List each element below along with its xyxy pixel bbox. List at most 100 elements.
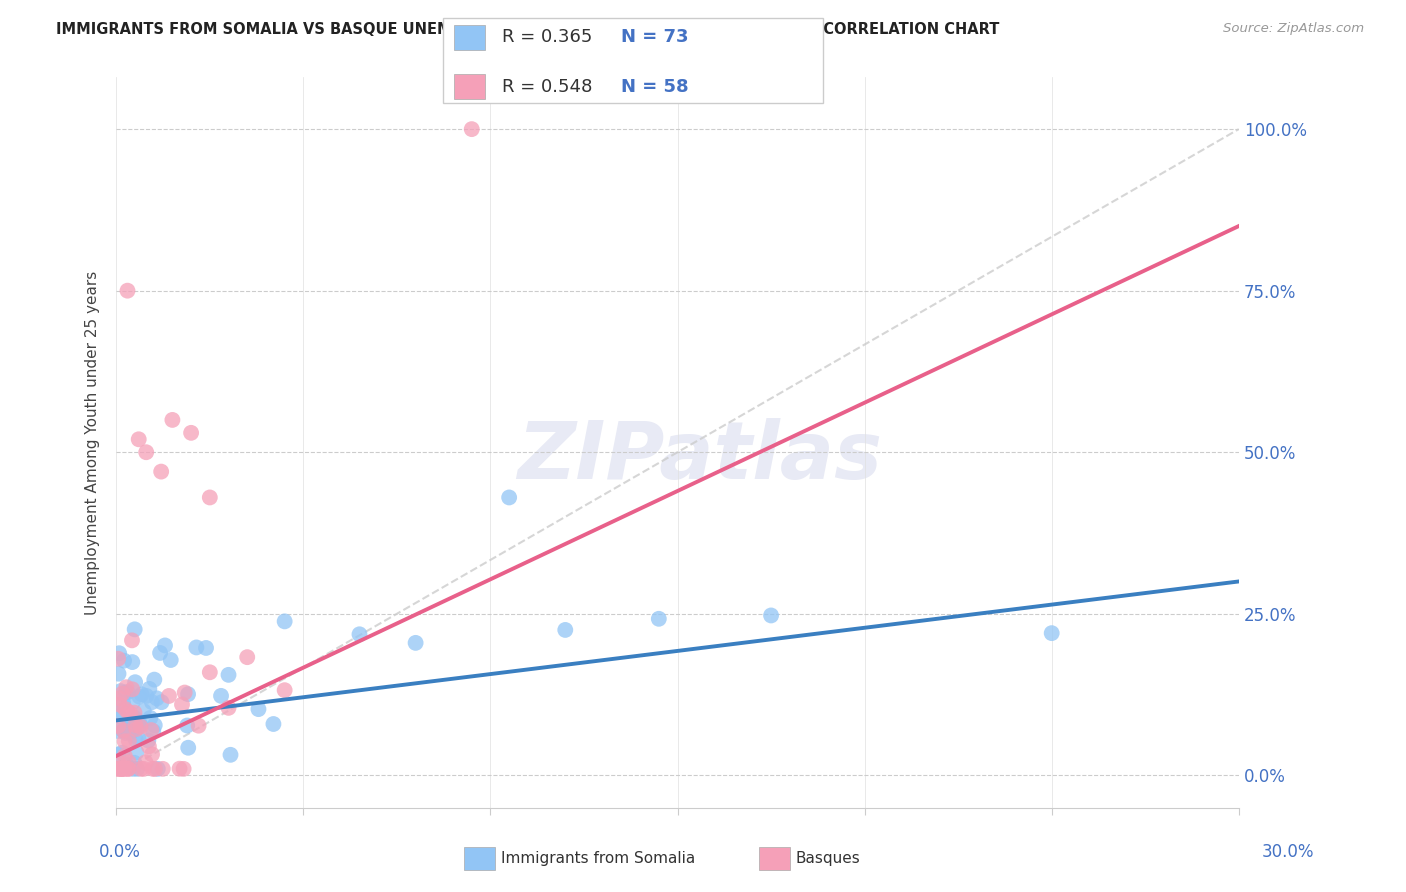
Point bbox=[134, 756, 156, 770]
Point bbox=[125, 762, 148, 776]
Text: Source: ZipAtlas.com: Source: ZipAtlas.com bbox=[1223, 22, 1364, 36]
Text: N = 58: N = 58 bbox=[621, 78, 689, 95]
Point bbox=[107, 666, 129, 681]
Point bbox=[141, 723, 163, 737]
Point bbox=[120, 725, 142, 739]
Point bbox=[132, 762, 155, 776]
Point bbox=[498, 491, 520, 505]
Point bbox=[129, 720, 152, 734]
Point bbox=[157, 689, 180, 703]
Text: R = 0.365: R = 0.365 bbox=[502, 29, 592, 46]
Point bbox=[173, 685, 195, 699]
Point bbox=[177, 740, 200, 755]
Text: Immigrants from Somalia: Immigrants from Somalia bbox=[501, 851, 695, 865]
Point bbox=[180, 425, 202, 440]
Point bbox=[143, 673, 166, 687]
Point bbox=[117, 762, 139, 776]
Point bbox=[141, 747, 163, 762]
Text: R = 0.548: R = 0.548 bbox=[502, 78, 592, 95]
Point bbox=[139, 711, 162, 725]
Point bbox=[114, 748, 136, 763]
Point bbox=[138, 733, 160, 747]
Point bbox=[121, 695, 143, 709]
Point bbox=[1040, 626, 1063, 640]
Text: N = 73: N = 73 bbox=[621, 29, 689, 46]
Point bbox=[111, 687, 134, 701]
Point bbox=[146, 762, 169, 776]
Point bbox=[112, 723, 135, 738]
Point bbox=[405, 636, 427, 650]
Point bbox=[111, 762, 134, 776]
Point bbox=[110, 762, 132, 776]
Point bbox=[114, 726, 136, 740]
Point bbox=[115, 757, 138, 772]
Point bbox=[108, 691, 131, 706]
Point bbox=[121, 633, 143, 648]
Point bbox=[159, 653, 181, 667]
Point bbox=[118, 723, 141, 737]
Point bbox=[110, 684, 132, 698]
Point bbox=[173, 762, 195, 776]
Point bbox=[236, 650, 259, 665]
Point bbox=[143, 718, 166, 732]
Point bbox=[114, 702, 136, 716]
Point bbox=[198, 665, 221, 680]
Point bbox=[115, 685, 138, 699]
Point bbox=[209, 689, 232, 703]
Point bbox=[162, 413, 184, 427]
Point bbox=[198, 491, 221, 505]
Point bbox=[120, 718, 142, 732]
Point bbox=[118, 734, 141, 748]
Point bbox=[247, 702, 270, 716]
Point bbox=[218, 668, 240, 682]
Point bbox=[195, 640, 218, 655]
Point bbox=[145, 691, 167, 706]
Point bbox=[554, 623, 576, 637]
Point bbox=[124, 675, 146, 690]
Point bbox=[349, 627, 371, 641]
Point bbox=[124, 623, 146, 637]
Point bbox=[117, 284, 139, 298]
Point bbox=[107, 706, 129, 721]
Point bbox=[124, 706, 146, 720]
Point bbox=[124, 756, 146, 770]
Point bbox=[128, 432, 150, 446]
Point bbox=[150, 465, 173, 479]
Point bbox=[187, 719, 209, 733]
Y-axis label: Unemployment Among Youth under 25 years: Unemployment Among Youth under 25 years bbox=[86, 270, 100, 615]
Point bbox=[125, 732, 148, 747]
Point bbox=[107, 755, 129, 769]
Point bbox=[129, 717, 152, 731]
Text: IMMIGRANTS FROM SOMALIA VS BASQUE UNEMPLOYMENT AMONG YOUTH UNDER 25 YEARS CORREL: IMMIGRANTS FROM SOMALIA VS BASQUE UNEMPL… bbox=[56, 22, 1000, 37]
Text: ZIPatlas: ZIPatlas bbox=[517, 418, 883, 496]
Point bbox=[152, 762, 174, 776]
Point bbox=[138, 681, 160, 696]
Point bbox=[153, 639, 176, 653]
Point bbox=[107, 709, 129, 723]
Point bbox=[273, 615, 295, 629]
Point bbox=[107, 762, 129, 776]
Point bbox=[122, 715, 145, 730]
Point bbox=[124, 710, 146, 724]
Point bbox=[128, 720, 150, 734]
Text: 0.0%: 0.0% bbox=[98, 843, 141, 861]
Point bbox=[120, 706, 142, 721]
Point bbox=[108, 698, 131, 712]
Point bbox=[135, 445, 157, 459]
Point bbox=[112, 696, 135, 710]
Point bbox=[117, 762, 139, 776]
Point bbox=[262, 717, 284, 731]
Point bbox=[121, 655, 143, 669]
Point bbox=[107, 747, 129, 762]
Point bbox=[169, 762, 191, 776]
Point bbox=[120, 713, 142, 727]
Point bbox=[117, 685, 139, 699]
Point bbox=[127, 713, 149, 727]
Point bbox=[107, 762, 129, 776]
Point bbox=[124, 718, 146, 732]
Point bbox=[115, 680, 138, 694]
Point bbox=[759, 608, 782, 623]
Point bbox=[129, 762, 152, 776]
Point bbox=[108, 646, 131, 660]
Text: Basques: Basques bbox=[796, 851, 860, 865]
